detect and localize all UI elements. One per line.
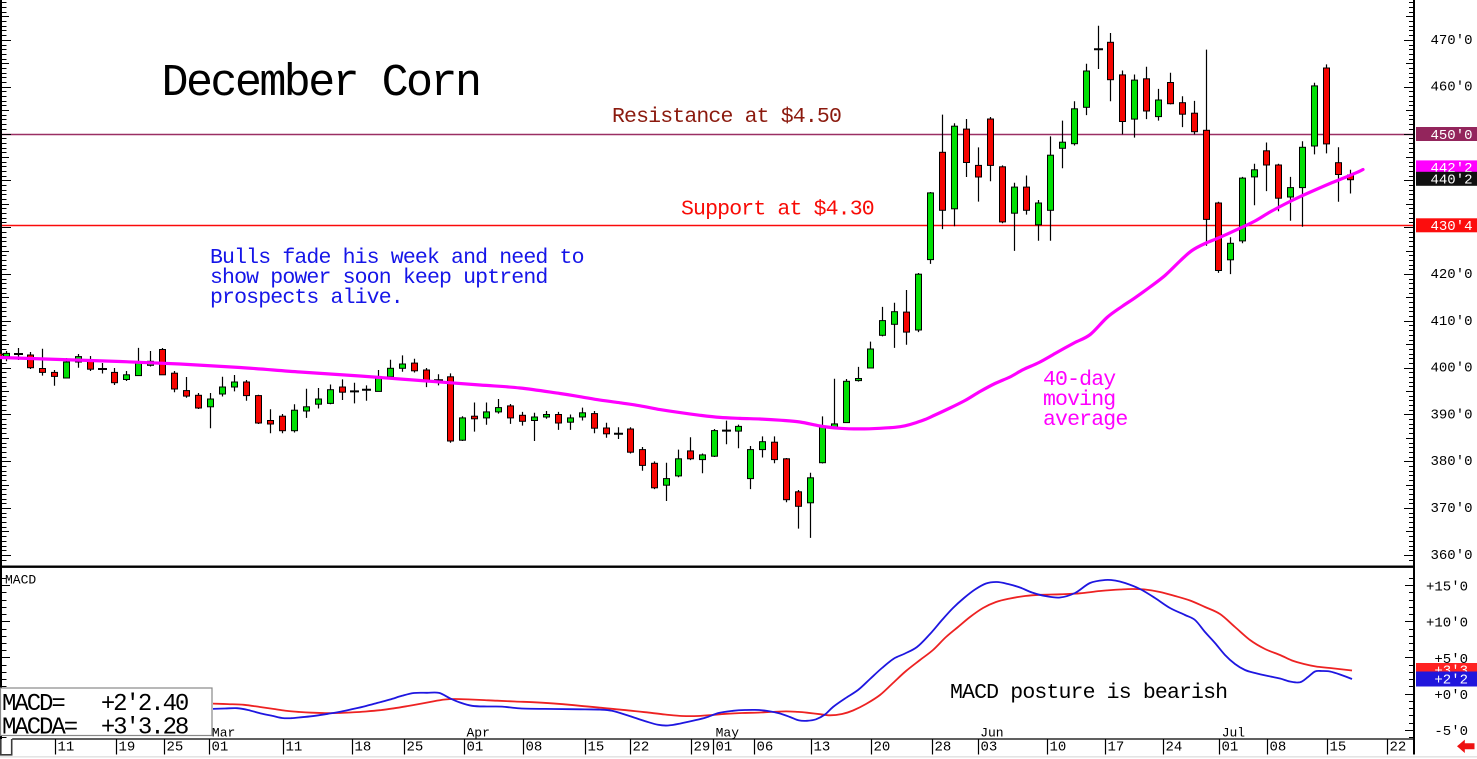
svg-text:25: 25 — [407, 740, 424, 756]
svg-text:+2'2: +2'2 — [1434, 673, 1468, 689]
svg-text:Apr: Apr — [467, 726, 490, 741]
svg-text:01: 01 — [467, 740, 484, 756]
svg-text:18: 18 — [355, 740, 372, 756]
svg-text:03: 03 — [981, 740, 998, 756]
svg-text:moving: moving — [1043, 388, 1115, 412]
svg-text:40-day: 40-day — [1043, 368, 1116, 392]
svg-text:430'4: 430'4 — [1430, 219, 1472, 235]
svg-text:+0'0: +0'0 — [1434, 688, 1468, 704]
svg-text:+10'0: +10'0 — [1426, 616, 1468, 632]
svg-text:470'0: 470'0 — [1430, 33, 1472, 49]
svg-text:average: average — [1043, 408, 1127, 432]
svg-text:10: 10 — [1050, 740, 1067, 756]
svg-text:Jul: Jul — [1222, 726, 1246, 741]
svg-text:01: 01 — [716, 740, 733, 756]
svg-text:show power soon keep uptrend: show power soon keep uptrend — [210, 266, 547, 290]
svg-text:Mar: Mar — [212, 726, 235, 741]
svg-text:MACD= +2'2.40: MACD= +2'2.40 — [2, 691, 188, 718]
svg-text:Resistance at $4.50: Resistance at $4.50 — [612, 105, 841, 129]
svg-text:390'0: 390'0 — [1430, 407, 1472, 423]
svg-text:13: 13 — [814, 740, 831, 756]
svg-text:11: 11 — [286, 740, 303, 756]
svg-text:MACD: MACD — [5, 573, 36, 588]
svg-text:+15'0: +15'0 — [1426, 579, 1468, 595]
svg-text:-5'0: -5'0 — [1434, 724, 1468, 740]
svg-text:Support at $4.30: Support at $4.30 — [681, 198, 874, 222]
svg-text:400'0: 400'0 — [1430, 361, 1472, 377]
svg-text:01: 01 — [212, 740, 229, 756]
svg-text:22: 22 — [1390, 740, 1407, 756]
svg-text:May: May — [716, 726, 740, 741]
svg-text:19: 19 — [119, 740, 136, 756]
svg-text:29: 29 — [694, 740, 711, 756]
svg-text:440'2: 440'2 — [1430, 173, 1472, 189]
svg-text:24: 24 — [1166, 740, 1183, 756]
svg-text:25: 25 — [167, 740, 184, 756]
svg-text:420'0: 420'0 — [1430, 267, 1472, 283]
svg-text:460'0: 460'0 — [1430, 80, 1472, 96]
svg-text:11: 11 — [58, 740, 75, 756]
svg-text:17: 17 — [1108, 740, 1125, 756]
svg-text:360'0: 360'0 — [1430, 548, 1472, 564]
svg-text:15: 15 — [1330, 740, 1347, 756]
svg-text:06: 06 — [757, 740, 774, 756]
svg-text:20: 20 — [874, 740, 891, 756]
svg-text:December Corn: December Corn — [162, 58, 480, 109]
svg-text:Jun: Jun — [980, 726, 1003, 741]
svg-text:450'0: 450'0 — [1430, 128, 1472, 144]
svg-text:410'0: 410'0 — [1430, 314, 1472, 330]
svg-text:08: 08 — [526, 740, 543, 756]
svg-text:08: 08 — [1270, 740, 1287, 756]
svg-text:370'0: 370'0 — [1430, 501, 1472, 517]
svg-text:01: 01 — [1222, 740, 1239, 756]
svg-text:prospects alive.: prospects alive. — [210, 286, 403, 310]
svg-text:28: 28 — [935, 740, 952, 756]
svg-text:22: 22 — [633, 740, 650, 756]
svg-text:MACDA= +3'3.28: MACDA= +3'3.28 — [2, 715, 188, 742]
svg-text:15: 15 — [588, 740, 605, 756]
svg-text:Bulls fade his week and need t: Bulls fade his week and need to — [210, 246, 584, 270]
svg-text:380'0: 380'0 — [1430, 454, 1472, 470]
svg-text:MACD posture is bearish: MACD posture is bearish — [950, 681, 1227, 705]
